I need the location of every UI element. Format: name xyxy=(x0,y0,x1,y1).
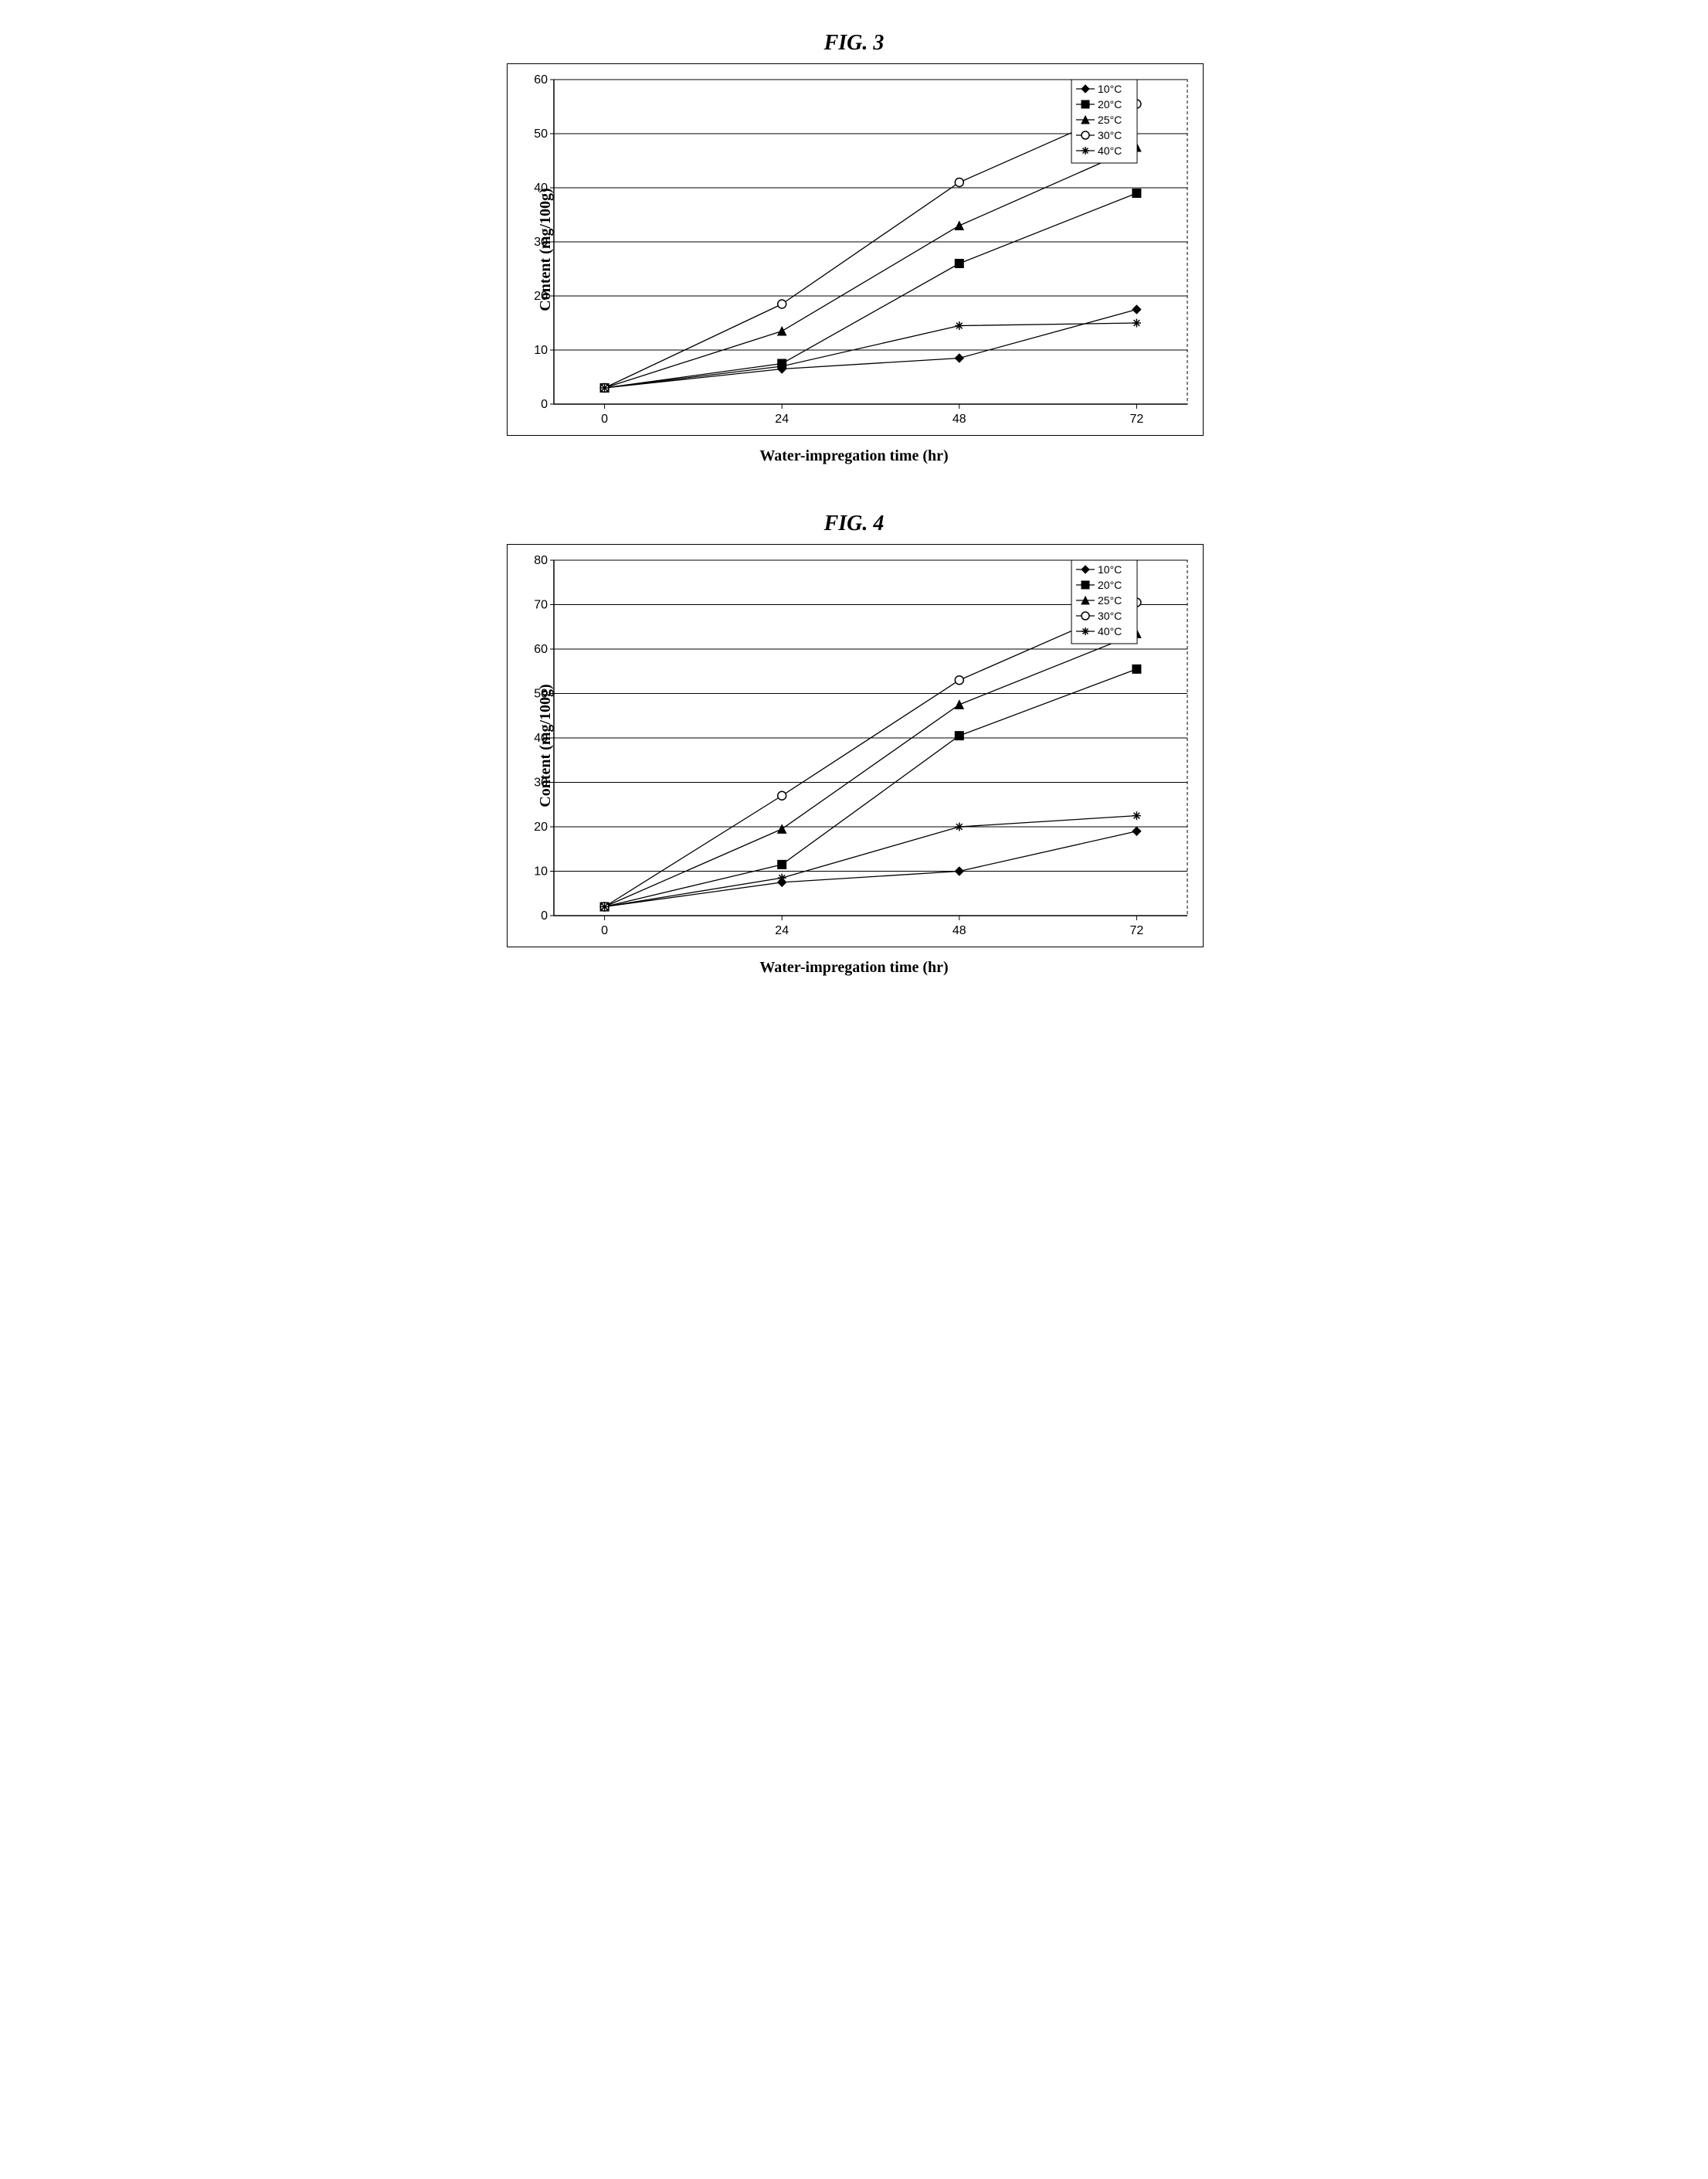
chart-area: Content (mg/100g) 01020304050600244872 xyxy=(507,63,1204,436)
y-tick-label: 60 xyxy=(534,643,548,656)
y-tick-label: 70 xyxy=(534,599,548,612)
series-line xyxy=(604,104,1136,389)
x-tick-label: 72 xyxy=(1129,924,1143,937)
legend-label: 30°C xyxy=(1098,610,1122,622)
legend-label: 20°C xyxy=(1098,98,1122,110)
figure-2: FIG. 4 Content (mg/100g) 010203040506070… xyxy=(507,512,1202,977)
chart-area: Content (mg/100g) 0102030405060708002448… xyxy=(507,544,1204,947)
series-line xyxy=(604,323,1136,388)
series-line xyxy=(604,603,1136,907)
x-tick-label: 48 xyxy=(952,413,966,426)
y-axis-label: Content (mg/100g) xyxy=(537,188,555,311)
series-line xyxy=(604,634,1136,907)
x-axis-label: Water-impregation time (hr) xyxy=(507,959,1202,977)
x-tick-label: 24 xyxy=(775,413,789,426)
y-tick-label: 20 xyxy=(534,821,548,834)
legend-label: 10°C xyxy=(1098,563,1122,576)
y-tick-label: 10 xyxy=(534,344,548,357)
x-tick-label: 0 xyxy=(601,924,608,937)
chart-svg: 01020304050600244872 10°C20°C xyxy=(508,64,1203,435)
legend-label: 25°C xyxy=(1098,114,1122,126)
series-line xyxy=(604,148,1136,389)
legend-label: 10°C xyxy=(1098,83,1122,95)
x-tick-label: 24 xyxy=(775,924,789,937)
y-tick-label: 60 xyxy=(534,73,548,87)
y-tick-label: 0 xyxy=(541,398,548,411)
chart-svg: 010203040506070800244872 10°C xyxy=(508,545,1203,947)
legend-label: 30°C xyxy=(1098,129,1122,141)
x-tick-label: 48 xyxy=(952,924,966,937)
x-tick-label: 0 xyxy=(601,413,608,426)
y-tick-label: 10 xyxy=(534,865,548,879)
series-line xyxy=(604,831,1136,907)
legend-label: 40°C xyxy=(1098,625,1122,637)
figure-title: FIG. 3 xyxy=(507,31,1202,56)
legend-label: 20°C xyxy=(1098,579,1122,591)
series-line xyxy=(604,193,1136,388)
series-line xyxy=(604,816,1136,907)
series-line xyxy=(604,310,1136,389)
y-tick-label: 50 xyxy=(534,127,548,141)
legend-label: 25°C xyxy=(1098,594,1122,607)
y-tick-label: 0 xyxy=(541,909,548,923)
x-tick-label: 72 xyxy=(1129,413,1143,426)
figure-title: FIG. 4 xyxy=(507,512,1202,536)
y-tick-label: 80 xyxy=(534,554,548,567)
figure-1: FIG. 3 Content (mg/100g) 010203040506002… xyxy=(507,31,1202,465)
x-axis-label: Water-impregation time (hr) xyxy=(507,447,1202,465)
y-axis-label: Content (mg/100g) xyxy=(537,684,555,807)
legend-label: 40°C xyxy=(1098,144,1122,157)
